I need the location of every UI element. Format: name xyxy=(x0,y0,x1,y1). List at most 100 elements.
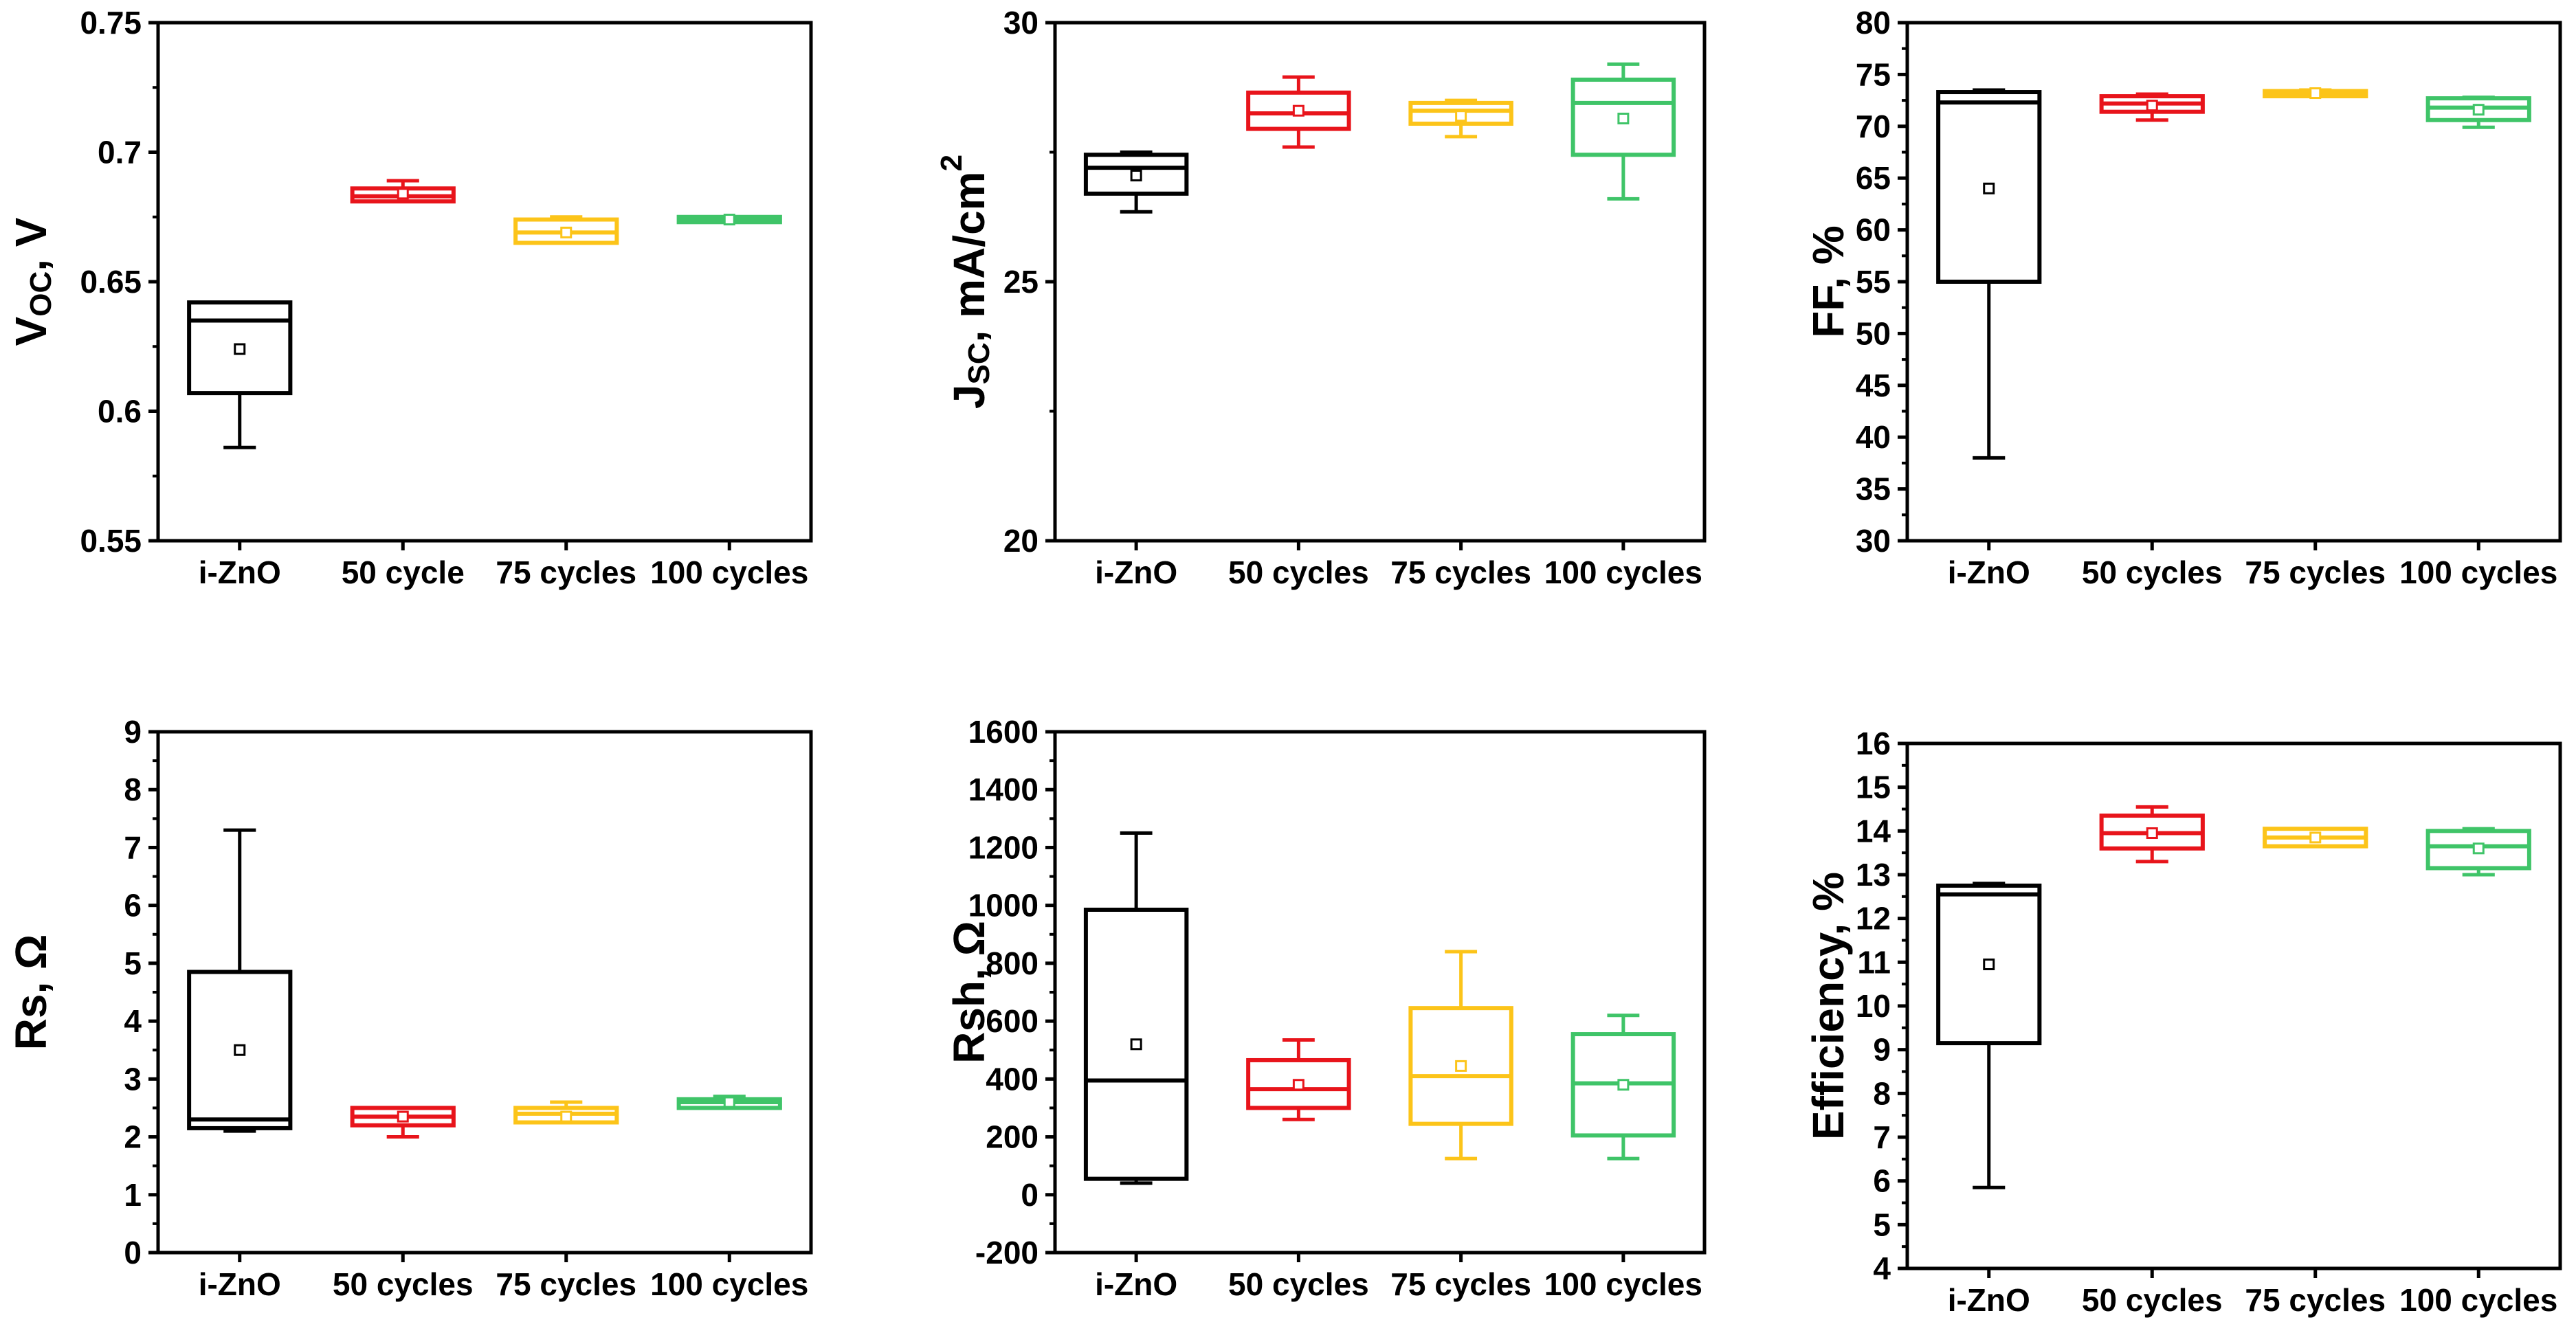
mean-marker xyxy=(1130,1038,1142,1051)
y-tick-label: 15 xyxy=(1856,770,1891,805)
y-tick-label: 1200 xyxy=(968,829,1039,865)
y-tick-label: 0 xyxy=(124,1235,142,1270)
mean-marker xyxy=(2309,87,2322,100)
x-tick-label: i-ZnO xyxy=(1948,1282,2030,1318)
mean-marker xyxy=(1130,169,1142,181)
y-tick-label: 70 xyxy=(1856,109,1891,144)
mean-marker xyxy=(2472,104,2485,116)
y-axis-label: Efficiency, % xyxy=(1803,872,1853,1140)
x-tick-label: 100 cycles xyxy=(650,1266,808,1302)
x-tick-label: 50 cycles xyxy=(1228,1266,1369,1302)
y-tick-label: 50 xyxy=(1856,315,1891,351)
x-tick-label: 75 cycles xyxy=(2245,555,2386,590)
mean-marker xyxy=(397,188,409,200)
box-i-ZnO xyxy=(1936,882,2042,1189)
x-tick-label: 50 cycles xyxy=(333,1266,474,1302)
box-50-cycles xyxy=(1246,75,1351,149)
y-tick-label: 55 xyxy=(1856,264,1891,300)
y-tick-label: 1600 xyxy=(968,714,1039,750)
mean-marker xyxy=(1983,959,1995,971)
y-tick-label: 600 xyxy=(986,1003,1039,1039)
box-100-cycles xyxy=(676,1095,782,1110)
mean-marker xyxy=(234,1044,246,1056)
mean-marker xyxy=(2309,831,2322,844)
box-50-cycles xyxy=(350,1106,456,1139)
box-100-cycles xyxy=(1570,62,1676,201)
x-tick-label: 75 cycles xyxy=(496,555,636,590)
y-tick-label: 16 xyxy=(1856,726,1891,761)
y-tick-label: 6 xyxy=(1873,1163,1891,1199)
y-axis-label: JSC, mA/cm2 xyxy=(935,155,996,409)
y-axis-label: FF, % xyxy=(1803,225,1853,338)
y-tick-label: 9 xyxy=(124,714,142,750)
mean-marker xyxy=(723,1096,735,1108)
x-tick-label: i-ZnO xyxy=(199,555,281,590)
box-50-cycles xyxy=(2099,92,2205,122)
y-tick-label: 7 xyxy=(124,829,142,865)
y-tick-label: 0.6 xyxy=(98,394,142,429)
mean-marker xyxy=(2472,842,2485,855)
y-tick-label: 60 xyxy=(1856,212,1891,248)
mean-marker xyxy=(1617,1079,1630,1091)
box-iqr xyxy=(1936,90,2042,284)
x-tick-label: 50 cycles xyxy=(2082,1282,2223,1318)
x-tick-label: i-ZnO xyxy=(1095,1266,1177,1302)
y-tick-label: 200 xyxy=(986,1119,1039,1155)
panel-voc: 0.55 0.6 0.65 0.7 0.75 i-ZnO 50 cycle 75 cycles… xyxy=(6,5,813,590)
mean-marker xyxy=(397,1110,409,1123)
box-i-ZnO xyxy=(1083,150,1189,214)
mean-marker xyxy=(1617,112,1630,124)
y-tick-label: 6 xyxy=(124,888,142,923)
mean-marker xyxy=(1455,110,1467,122)
box-100-cycles xyxy=(1570,1013,1676,1161)
y-tick-label: 45 xyxy=(1856,368,1891,403)
y-axis-label: Rs, Ω xyxy=(6,934,56,1051)
x-tick-label: i-ZnO xyxy=(1948,555,2030,590)
panel-eff: 4 5 6 7 8 9 10 11 12 13 14 15 16 i-ZnO 50 cycles 75 cyc… xyxy=(1803,726,2562,1318)
y-tick-label: 12 xyxy=(1856,901,1891,937)
x-tick-label: 100 cycles xyxy=(1544,1266,1702,1302)
y-tick-label: 25 xyxy=(1003,264,1039,300)
x-tick-label: 75 cycles xyxy=(1390,1266,1531,1302)
y-tick-label: 30 xyxy=(1856,523,1891,559)
y-tick-label: 75 xyxy=(1856,56,1891,92)
y-tick-label: 2 xyxy=(124,1119,142,1155)
y-axis-label: Rsh, Ω xyxy=(944,921,994,1064)
box-50-cycles xyxy=(1246,1038,1351,1121)
mean-marker xyxy=(1455,1060,1467,1072)
y-tick-label: 14 xyxy=(1856,813,1891,849)
box-75-cycles xyxy=(513,215,619,245)
y-tick-label: 3 xyxy=(124,1061,142,1097)
y-tick-label: 4 xyxy=(1873,1251,1891,1286)
y-tick-label: 30 xyxy=(1003,5,1039,41)
mean-marker xyxy=(560,226,573,238)
y-tick-label: 35 xyxy=(1856,471,1891,507)
y-tick-label: 5 xyxy=(124,945,142,981)
x-tick-label: 100 cycles xyxy=(2399,555,2557,590)
y-tick-label: 20 xyxy=(1003,523,1039,559)
y-tick-label: 80 xyxy=(1856,5,1891,41)
box-iqr xyxy=(1408,100,1513,126)
y-tick-label: 400 xyxy=(986,1061,1039,1097)
plot-frame xyxy=(156,21,813,543)
x-tick-label: 75 cycles xyxy=(1390,555,1531,590)
y-tick-label: 65 xyxy=(1856,160,1891,196)
mean-marker xyxy=(1983,182,1995,194)
y-tick-label: 4 xyxy=(124,1003,142,1039)
box-i-ZnO xyxy=(1936,88,2042,460)
y-tick-label: 1400 xyxy=(968,772,1039,807)
y-tick-label: 40 xyxy=(1856,419,1891,455)
box-100-cycles xyxy=(2425,96,2531,129)
box-i-ZnO xyxy=(1083,831,1189,1185)
box-100-cycles xyxy=(2425,827,2531,877)
y-tick-label: 1000 xyxy=(968,888,1039,923)
y-tick-label: 9 xyxy=(1873,1032,1891,1068)
box-iqr xyxy=(1408,1006,1513,1126)
y-tick-label: 0.65 xyxy=(80,264,142,300)
x-tick-label: i-ZnO xyxy=(1095,555,1177,590)
x-tick-label: 100 cycles xyxy=(2399,1282,2557,1318)
y-tick-label: 8 xyxy=(124,772,142,807)
mean-marker xyxy=(2146,827,2158,840)
y-tick-label: 7 xyxy=(1873,1119,1891,1155)
